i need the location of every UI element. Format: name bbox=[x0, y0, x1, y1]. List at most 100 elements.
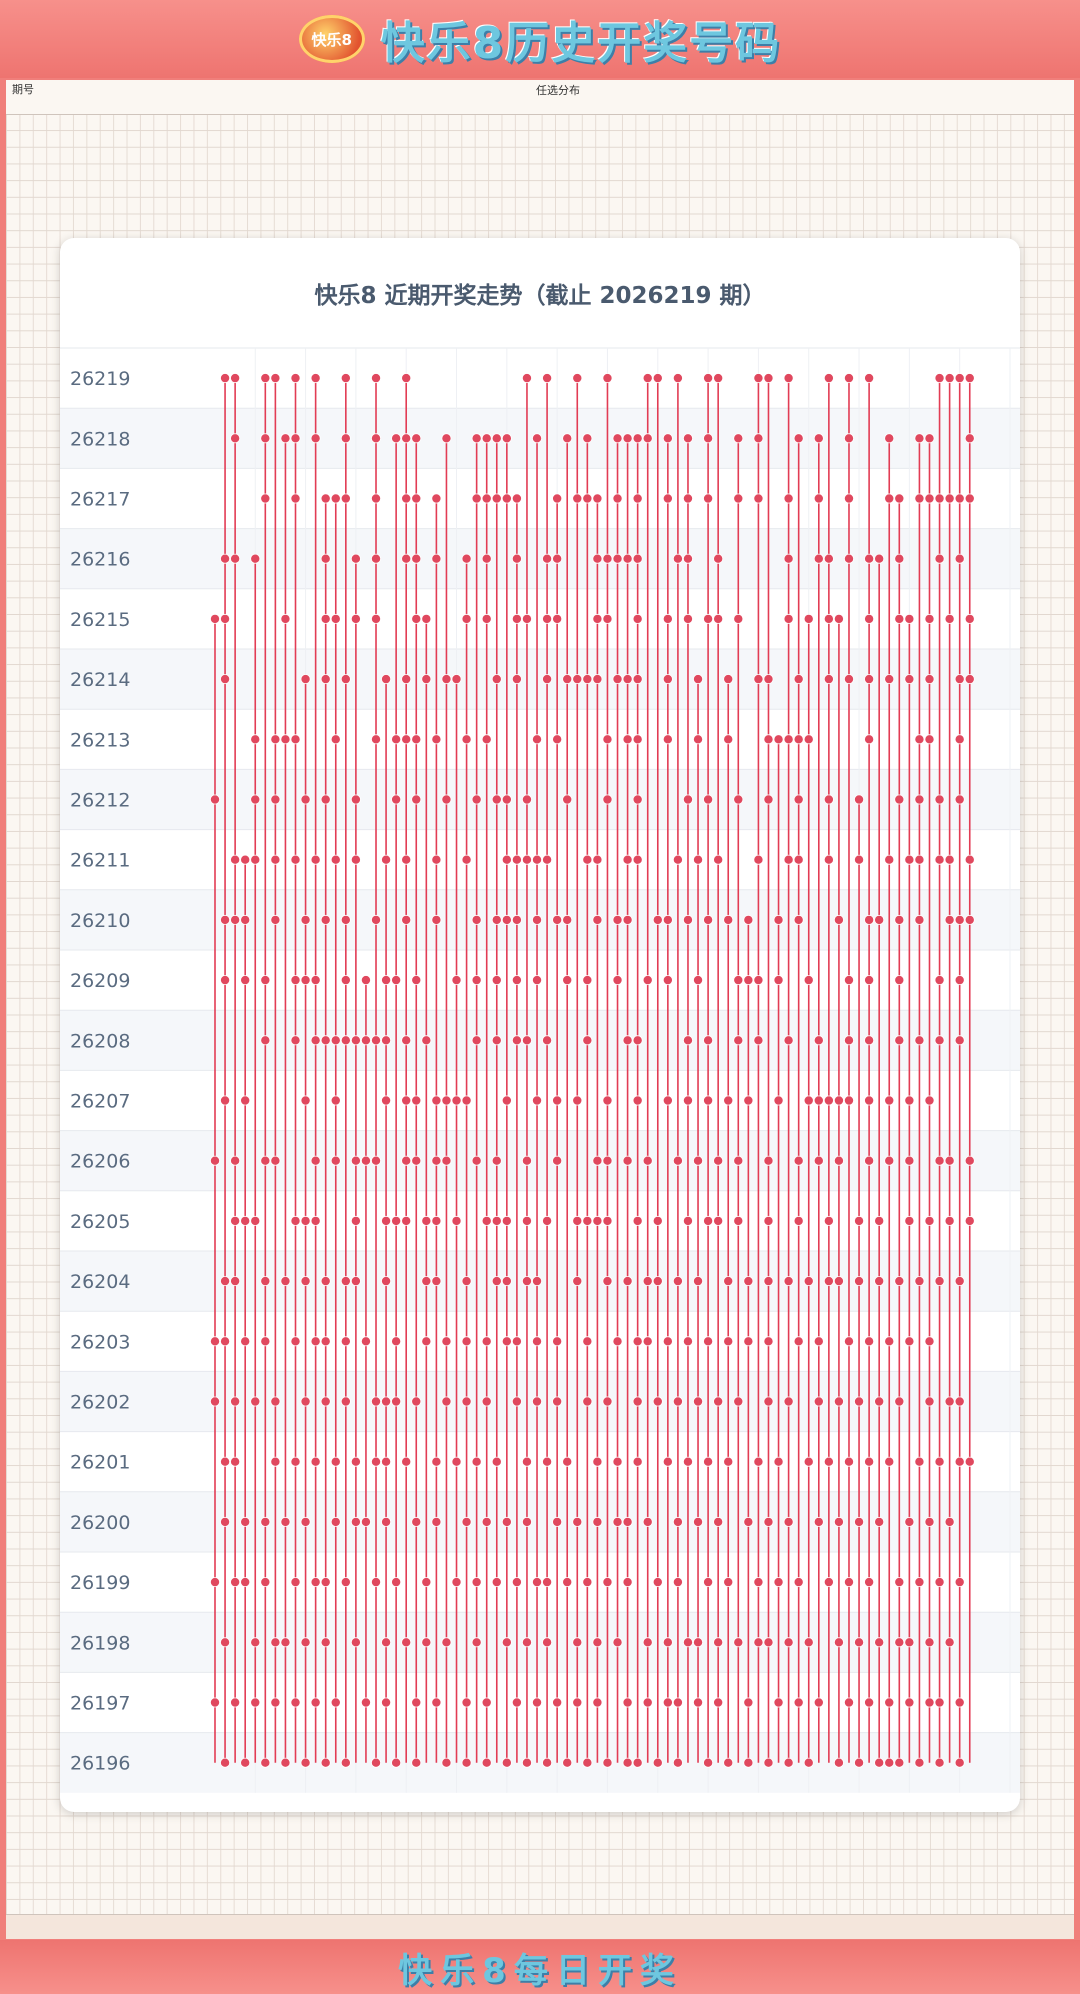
draw-point bbox=[471, 1637, 482, 1648]
draw-point bbox=[894, 1035, 905, 1046]
draw-point bbox=[753, 493, 764, 504]
draw-point bbox=[330, 1516, 341, 1527]
draw-point bbox=[350, 1456, 361, 1467]
draw-point bbox=[471, 794, 482, 805]
draw-point bbox=[602, 613, 613, 624]
draw-point bbox=[823, 1215, 834, 1226]
draw-point bbox=[481, 613, 492, 624]
draw-point bbox=[954, 373, 965, 384]
draw-point bbox=[894, 493, 905, 504]
draw-point bbox=[350, 794, 361, 805]
draw-point bbox=[542, 854, 553, 865]
period-label: 26216 bbox=[70, 549, 130, 571]
draw-point bbox=[944, 613, 955, 624]
draw-point bbox=[521, 613, 532, 624]
period-label: 26201 bbox=[70, 1452, 130, 1474]
draw-point bbox=[471, 493, 482, 504]
draw-point bbox=[622, 674, 633, 685]
draw-point bbox=[874, 1516, 885, 1527]
draw-point bbox=[763, 734, 774, 745]
draw-point bbox=[431, 1697, 442, 1708]
draw-point bbox=[230, 1155, 241, 1166]
draw-point bbox=[944, 1155, 955, 1166]
draw-point bbox=[632, 674, 643, 685]
draw-point bbox=[501, 1336, 512, 1347]
draw-point bbox=[501, 1215, 512, 1226]
draw-point bbox=[270, 1637, 281, 1648]
draw-point bbox=[914, 493, 925, 504]
draw-point bbox=[431, 1095, 442, 1106]
draw-point bbox=[833, 613, 844, 624]
draw-point bbox=[934, 373, 945, 384]
draw-point bbox=[864, 1155, 875, 1166]
draw-point bbox=[532, 1276, 543, 1287]
draw-point bbox=[662, 1336, 673, 1347]
draw-point bbox=[703, 493, 714, 504]
draw-point bbox=[461, 1095, 472, 1106]
row-band bbox=[60, 1431, 1020, 1492]
draw-point bbox=[793, 854, 804, 865]
draw-point bbox=[874, 1637, 885, 1648]
draw-point bbox=[320, 1757, 331, 1768]
draw-point bbox=[542, 613, 553, 624]
draw-point bbox=[854, 1215, 865, 1226]
draw-point bbox=[632, 794, 643, 805]
draw-point bbox=[290, 1215, 301, 1226]
draw-point bbox=[934, 854, 945, 865]
draw-point bbox=[350, 553, 361, 564]
row-band bbox=[60, 1130, 1020, 1191]
draw-point bbox=[652, 1276, 663, 1287]
draw-point bbox=[763, 1336, 774, 1347]
draw-point bbox=[220, 1516, 231, 1527]
draw-point bbox=[280, 1516, 291, 1527]
draw-point bbox=[843, 1697, 854, 1708]
draw-point bbox=[441, 1155, 452, 1166]
draw-point bbox=[924, 674, 935, 685]
draw-point bbox=[944, 373, 955, 384]
draw-point bbox=[743, 1276, 754, 1287]
draw-point bbox=[209, 1396, 220, 1407]
draw-point bbox=[220, 373, 231, 384]
draw-point bbox=[602, 553, 613, 564]
draw-point bbox=[280, 1276, 291, 1287]
draw-point bbox=[864, 1336, 875, 1347]
draw-point bbox=[823, 613, 834, 624]
draw-point bbox=[904, 1095, 915, 1106]
draw-point bbox=[511, 1396, 522, 1407]
draw-point bbox=[250, 1637, 261, 1648]
draw-point bbox=[662, 1095, 673, 1106]
draw-point bbox=[330, 1155, 341, 1166]
draw-point bbox=[300, 914, 311, 925]
draw-point bbox=[713, 1396, 724, 1407]
draw-point bbox=[954, 1697, 965, 1708]
period-column-label: 期号 bbox=[12, 83, 34, 96]
draw-point bbox=[360, 1336, 371, 1347]
draw-point bbox=[562, 433, 573, 444]
draw-point bbox=[572, 674, 583, 685]
draw-point bbox=[894, 553, 905, 564]
draw-point bbox=[723, 1577, 734, 1588]
draw-point bbox=[833, 1155, 844, 1166]
draw-point bbox=[733, 1035, 744, 1046]
draw-point bbox=[602, 1215, 613, 1226]
draw-point bbox=[552, 1336, 563, 1347]
draw-point bbox=[652, 1215, 663, 1226]
draw-point bbox=[401, 854, 412, 865]
draw-point bbox=[743, 1697, 754, 1708]
draw-point bbox=[220, 553, 231, 564]
draw-point bbox=[914, 794, 925, 805]
draw-point bbox=[391, 975, 402, 986]
draw-point bbox=[320, 1276, 331, 1287]
draw-point bbox=[582, 1396, 593, 1407]
draw-point bbox=[401, 674, 412, 685]
draw-point bbox=[642, 1637, 653, 1648]
draw-point bbox=[532, 1396, 543, 1407]
draw-point bbox=[843, 553, 854, 564]
draw-point bbox=[924, 1697, 935, 1708]
draw-point bbox=[280, 734, 291, 745]
draw-point bbox=[230, 1396, 241, 1407]
draw-point bbox=[753, 975, 764, 986]
draw-point bbox=[230, 553, 241, 564]
draw-point bbox=[481, 1396, 492, 1407]
draw-point bbox=[572, 1637, 583, 1648]
